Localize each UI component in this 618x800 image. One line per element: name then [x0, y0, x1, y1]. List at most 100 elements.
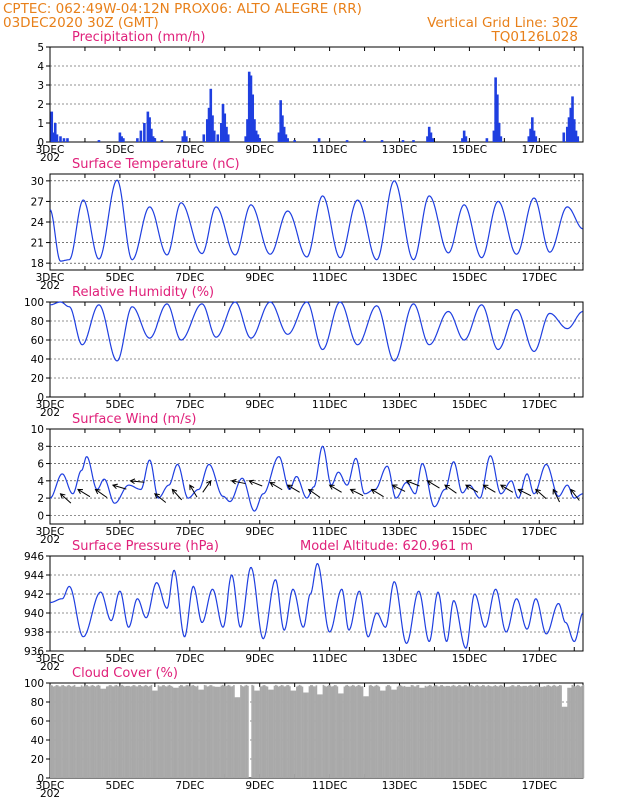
precip-bar	[576, 136, 580, 142]
y-tick-label: 944	[24, 570, 44, 582]
cloud-cover-bar	[353, 685, 355, 778]
precip-bar	[247, 71, 251, 142]
y-tick-label: 942	[24, 589, 44, 601]
cloud-cover-bar	[419, 687, 421, 778]
cloud-cover-bar	[530, 685, 533, 778]
precip-bar	[485, 138, 489, 142]
cloud-cover-bar	[82, 686, 84, 778]
cloud-cover-bar	[173, 687, 175, 778]
cloud-cover-bar	[189, 686, 192, 778]
cloud-cover-bar	[315, 685, 318, 778]
cloud-cover-bar	[437, 686, 439, 778]
x-tick-label: 9DEC	[245, 399, 274, 411]
cloud-cover-bar	[56, 685, 59, 778]
precip-bar	[401, 140, 405, 142]
precip-bar	[569, 107, 573, 142]
y-tick-label: 60	[31, 335, 44, 347]
cloud-cover-bar	[126, 685, 129, 778]
cloud-cover-bar	[486, 686, 488, 778]
x-tick-label: 15DEC	[452, 144, 487, 156]
cloud-cover-bar	[462, 686, 465, 778]
cloud-cover-bar	[388, 685, 390, 778]
wind-vector-arrow	[248, 479, 263, 487]
cloud-cover-bar	[297, 685, 300, 778]
cloud-cover-bar	[565, 706, 568, 778]
cloud-cover-bar	[54, 686, 56, 778]
cloud-cover-bar	[252, 685, 255, 778]
panel-title: Surface Wind (m/s)	[72, 412, 196, 427]
cloud-cover-bar	[378, 686, 381, 778]
cloud-cover-bar	[326, 685, 329, 778]
cloud-cover-bar	[247, 685, 249, 778]
wind-vector-arrow	[570, 488, 580, 501]
cloud-cover-bar	[417, 685, 420, 778]
cloud-cover-bar	[398, 685, 400, 778]
wind-vector-arrow	[391, 484, 406, 492]
x-tick-label: 7DEC	[175, 526, 204, 538]
cloud-cover-bar	[544, 686, 547, 778]
cloud-cover-bar	[139, 685, 142, 778]
precip-bar	[146, 111, 150, 142]
panel-pres: 936 938 940 942 944 946 3DEC 5DEC 7DEC 9DEC 11DEC 1…	[24, 539, 584, 673]
precip-bar	[499, 136, 503, 142]
cloud-cover-bar	[469, 685, 472, 778]
wind-vector-arrow	[307, 488, 321, 498]
precip-bar	[212, 130, 216, 142]
cloud-cover-bar	[97, 684, 100, 778]
cloud-cover-bar	[122, 685, 125, 778]
x-tick-label: 9DEC	[245, 780, 274, 792]
cloud-cover-bar	[279, 686, 281, 778]
cloud-cover-bar	[537, 686, 540, 778]
cloud-cover-bar	[497, 686, 499, 778]
cloud-cover-bar	[381, 690, 383, 778]
x-tick-label: 13DEC	[382, 653, 417, 665]
precip-bar	[567, 117, 571, 142]
cloud-cover-bar	[473, 686, 476, 778]
x-tick-label: 11DEC	[312, 144, 347, 156]
cloud-cover-bar	[542, 686, 544, 778]
precip-bar	[496, 94, 499, 142]
cloud-cover-bar	[226, 685, 228, 778]
cloud-cover-bar	[62, 685, 65, 778]
cloud-cover-bar	[254, 690, 256, 778]
precip-bar	[143, 123, 146, 142]
cloud-cover-bar	[539, 686, 541, 778]
x-year-label: 202	[40, 534, 60, 546]
x-year-label: 202	[40, 152, 60, 164]
cloud-cover-bar	[289, 686, 291, 778]
cloud-cover-bar	[188, 686, 191, 778]
cloud-cover-bar	[507, 686, 509, 778]
cloud-cover-bar	[269, 689, 272, 778]
cloud-cover-bar	[50, 684, 52, 778]
cloud-cover-bar	[75, 686, 77, 778]
cloud-cover-bar	[185, 685, 188, 778]
cloud-cover-bar	[445, 685, 448, 778]
cloud-cover-bar	[461, 686, 463, 778]
cloud-cover-bar	[240, 685, 242, 778]
cloud-cover-bar	[142, 686, 144, 778]
precip-bar	[151, 136, 155, 142]
cloud-cover-bar	[424, 685, 427, 778]
y-tick-label: 940	[24, 608, 44, 620]
cloud-cover-bar	[420, 687, 423, 778]
cloud-cover-bar	[86, 685, 88, 778]
precip-bar	[52, 132, 55, 142]
cloud-cover-bar	[441, 685, 444, 778]
y-tick-label: 3	[37, 80, 44, 92]
cloud-cover-bar	[521, 686, 523, 778]
x-tick-label: 7DEC	[175, 653, 204, 665]
wind-vector-arrow	[517, 488, 532, 497]
wind-vector-arrow	[552, 488, 561, 503]
cloud-cover-bar	[568, 687, 571, 778]
cloud-cover-bar	[258, 690, 260, 778]
cloud-cover-bar	[182, 686, 185, 778]
cloud-cover-bar	[325, 686, 328, 778]
cloud-cover-bar	[114, 685, 116, 778]
cloud-cover-bar	[72, 685, 74, 778]
cloud-cover-bar	[235, 697, 238, 778]
y-tick-label: 0	[37, 137, 44, 149]
cloud-cover-bar	[582, 684, 585, 778]
cloud-cover-bar	[124, 686, 126, 778]
cloud-cover-bar	[171, 686, 174, 778]
panel-title: Relative Humidity (%)	[72, 285, 214, 300]
